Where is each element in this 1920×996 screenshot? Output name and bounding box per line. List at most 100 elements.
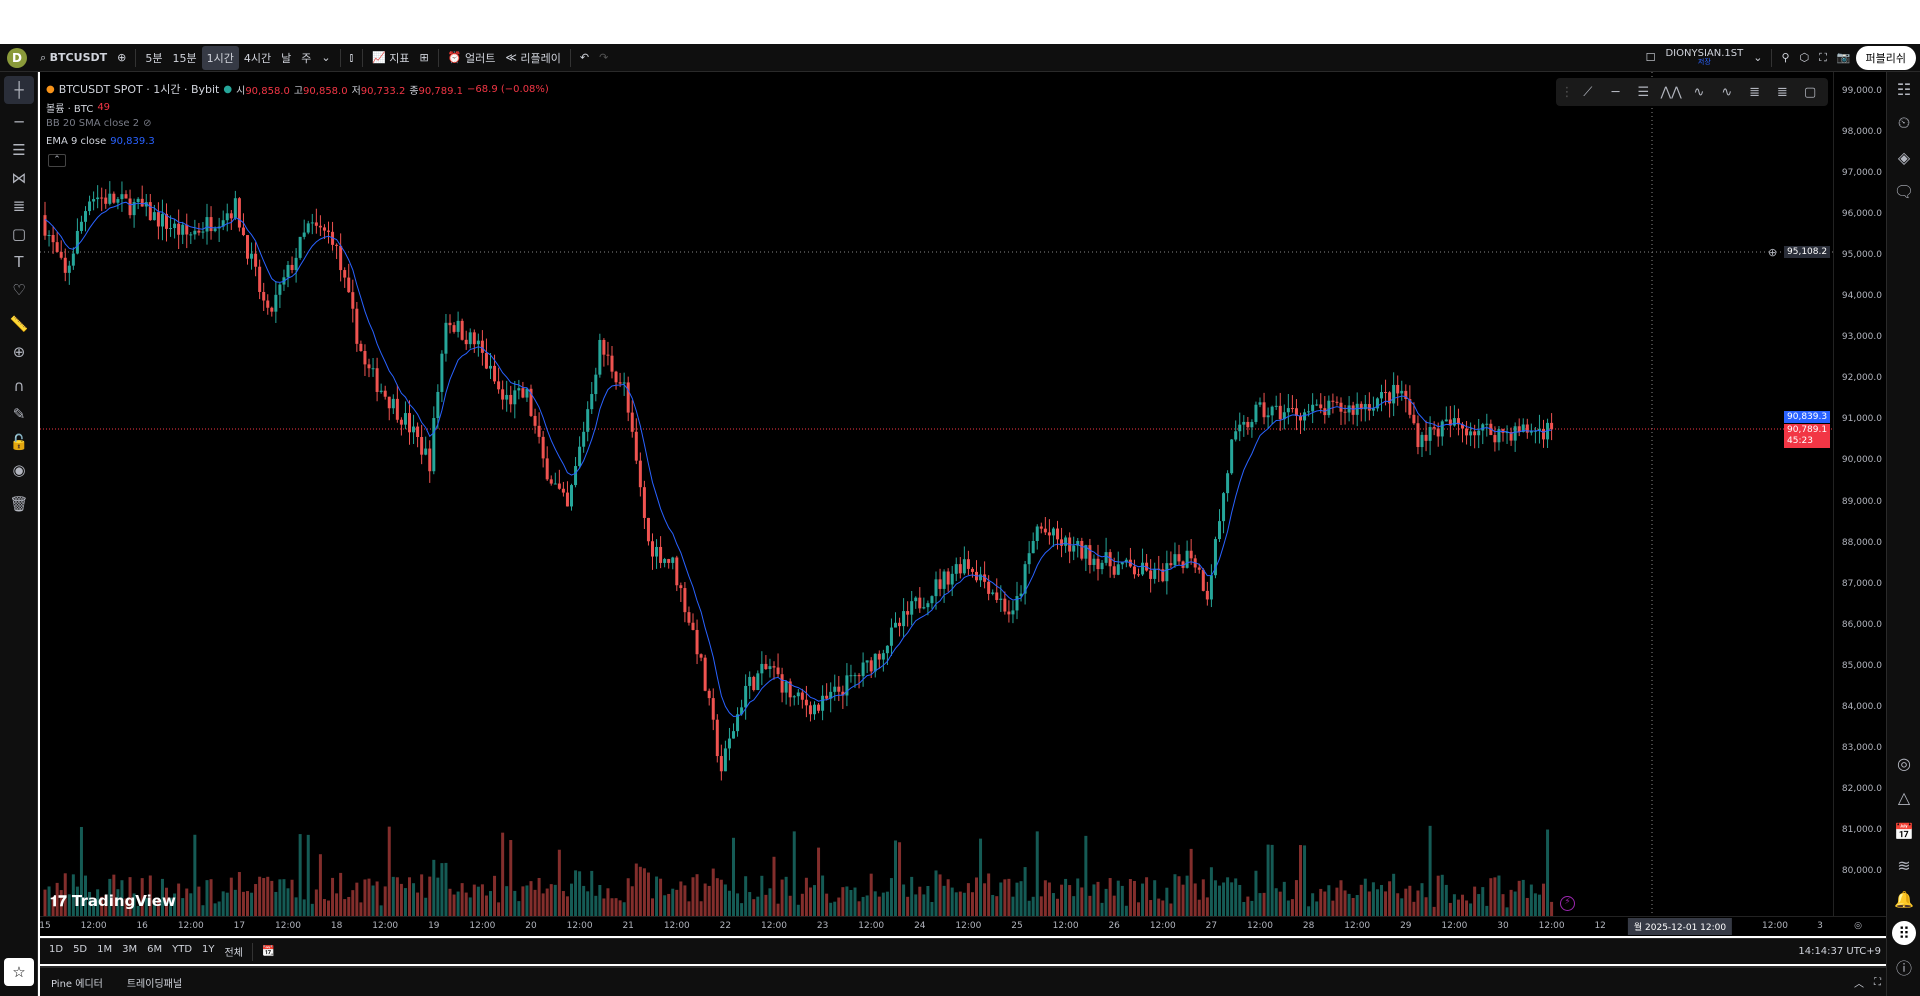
- candle: [1116, 564, 1120, 575]
- collapse-legend-button[interactable]: ⌃: [48, 154, 66, 167]
- parallel-channel-button[interactable]: ☰: [1629, 79, 1657, 105]
- fib-retracement-button[interactable]: ≣: [1741, 79, 1769, 105]
- forecast-tool[interactable]: ≣: [0, 192, 38, 220]
- pattern-icon: ⋈: [11, 169, 27, 187]
- range-3m[interactable]: 3M: [122, 944, 138, 955]
- clock-timezone[interactable]: 14:14:37 UTC+9: [1798, 946, 1881, 957]
- eye-hidden-icon[interactable]: ⊘: [143, 118, 152, 129]
- horizontal-ray-button[interactable]: ─: [1602, 79, 1630, 105]
- chart-canvas[interactable]: [40, 72, 1833, 916]
- compare-symbol-button[interactable]: ⊕: [112, 46, 131, 70]
- range-ytd[interactable]: YTD: [172, 944, 193, 955]
- interval-4h[interactable]: 4시간: [243, 51, 272, 65]
- visibility-tool[interactable]: ◉: [0, 456, 38, 484]
- symbol-search-button[interactable]: ⌕ BTCUSDT: [35, 46, 112, 70]
- range-전체[interactable]: 전체: [224, 948, 243, 959]
- interval-5m[interactable]: 5분: [145, 51, 163, 65]
- trend-line-tool[interactable]: ─: [0, 108, 38, 136]
- add-alert-plus-icon[interactable]: ⊕: [1768, 246, 1778, 259]
- crosshair-tool[interactable]: ┼: [4, 76, 34, 104]
- legend-ema[interactable]: EMA 9 close 90,839.3: [46, 136, 155, 147]
- shape-tool[interactable]: ▢: [0, 220, 38, 248]
- templates-button[interactable]: ⊞: [415, 46, 434, 70]
- delete-tool[interactable]: 🗑: [0, 490, 38, 518]
- chart-type-button[interactable]: ⫾: [345, 46, 359, 70]
- interval-1h[interactable]: 1시간: [201, 45, 239, 70]
- zoom-tool[interactable]: ⊕: [0, 338, 38, 366]
- chat-button[interactable]: 🗨: [1887, 174, 1920, 208]
- watchlist-button[interactable]: ☷: [1887, 72, 1920, 106]
- notifications-button[interactable]: 🔔: [1887, 882, 1920, 916]
- rectangle-button[interactable]: ▢: [1796, 79, 1824, 105]
- volume-bar: [1238, 884, 1242, 916]
- price-axis[interactable]: 99,000.0 98,000.0 97,000.0 96,000.0 95,000.0…: [1833, 72, 1886, 916]
- replay-button[interactable]: ≪ 리플레이: [500, 46, 566, 70]
- chart-pane[interactable]: 𝟏𝟕 TradingView ⚡ A L: [40, 72, 1886, 936]
- maximize-panel-button[interactable]: ⛶: [1869, 977, 1886, 988]
- head-shoulders-button[interactable]: ⋀⋀: [1657, 79, 1685, 105]
- interval-15m[interactable]: 15분: [172, 51, 197, 65]
- layout-select-button[interactable]: ☐: [1641, 46, 1661, 70]
- trend-line-button[interactable]: ⟋: [1574, 79, 1602, 105]
- quick-search-button[interactable]: ⚲: [1776, 46, 1794, 70]
- redo-button[interactable]: ↷: [594, 46, 613, 70]
- object-tree-button[interactable]: ◈: [1887, 140, 1920, 174]
- range-6m[interactable]: 6M: [147, 944, 163, 955]
- publish-button[interactable]: 퍼블리쉬: [1855, 45, 1916, 70]
- time-tick: 17: [233, 921, 246, 931]
- drag-handle-icon[interactable]: ⋮: [1560, 84, 1574, 100]
- volume-bar: [1335, 887, 1339, 916]
- fib-extension-button[interactable]: ≣: [1768, 79, 1796, 105]
- range-5d[interactable]: 5D: [73, 944, 88, 955]
- favorite-tool[interactable]: ♡: [0, 276, 38, 304]
- abc-pattern-button[interactable]: ∿: [1713, 79, 1741, 105]
- legend-volume[interactable]: 볼륨 · BTC 49: [46, 100, 110, 115]
- streams-button[interactable]: ≋: [1887, 848, 1920, 882]
- elliott-wave-button[interactable]: ∿: [1685, 79, 1713, 105]
- lightning-icon[interactable]: ⚡: [1560, 896, 1575, 911]
- interval-week[interactable]: 주: [301, 51, 312, 65]
- alert-button[interactable]: ⏰ 얼러트: [443, 46, 501, 70]
- watchlist-favorite-button[interactable]: ☆: [4, 958, 34, 986]
- drawing-mode-tool[interactable]: ✎: [0, 400, 38, 428]
- ideas-button[interactable]: △: [1887, 780, 1920, 814]
- candle: [262, 291, 266, 301]
- time-axis[interactable]: 15 12:00 16 12:00 17 12:00 18 12:00 19 12:00 20 12:…: [39, 916, 1886, 936]
- time-axis-settings-icon[interactable]: ◎: [1854, 921, 1862, 931]
- candle: [703, 657, 707, 691]
- target-button[interactable]: ◎: [1887, 746, 1920, 780]
- avatar[interactable]: D: [7, 47, 27, 68]
- legend-title[interactable]: BTCUSDT SPOT · 1시간 · Bybit: [58, 83, 220, 96]
- interval-day[interactable]: 날: [281, 51, 292, 65]
- indicators-button[interactable]: 📈 지표: [367, 46, 414, 70]
- calendar-button[interactable]: 📅: [1887, 814, 1920, 848]
- range-1m[interactable]: 1M: [97, 944, 113, 955]
- lock-tool[interactable]: 🔓: [0, 428, 38, 456]
- text-tool[interactable]: T: [0, 248, 38, 276]
- goto-date-button[interactable]: 📆: [257, 946, 279, 957]
- interval-dropdown[interactable]: ⌄: [316, 46, 335, 70]
- pattern-tool[interactable]: ⋈: [0, 164, 38, 192]
- apps-button[interactable]: ⠿: [1887, 916, 1920, 950]
- fullscreen-button[interactable]: ⛶: [1814, 46, 1832, 70]
- range-1y[interactable]: 1Y: [202, 944, 215, 955]
- tab-trading-panel[interactable]: 트레이딩패널: [126, 978, 183, 990]
- legend-bb[interactable]: BB 20 SMA close 2 ⊘: [46, 118, 152, 129]
- range-1d[interactable]: 1D: [49, 944, 64, 955]
- settings-button[interactable]: ⬡: [1795, 46, 1815, 70]
- layout-dropdown[interactable]: ⌄: [1748, 46, 1767, 70]
- undo-button[interactable]: ↶: [575, 46, 594, 70]
- candle: [829, 691, 833, 699]
- candle: [100, 197, 104, 199]
- fib-tool[interactable]: ☰: [0, 136, 38, 164]
- layout-name-button[interactable]: DIONYSIAN.1ST 저장: [1660, 46, 1748, 70]
- help-button[interactable]: ⓘ: [1887, 950, 1920, 984]
- triangle-icon: △: [1897, 787, 1911, 807]
- tab-pine-editor[interactable]: Pine 에디터: [51, 978, 103, 990]
- measure-tool[interactable]: 📏: [0, 310, 38, 338]
- alerts-button[interactable]: ⏲: [1887, 106, 1920, 140]
- volume-bar: [246, 891, 249, 916]
- magnet-tool[interactable]: ∩: [0, 372, 38, 400]
- snapshot-button[interactable]: 📷: [1832, 46, 1856, 70]
- collapse-panel-button[interactable]: ︿: [1849, 975, 1869, 990]
